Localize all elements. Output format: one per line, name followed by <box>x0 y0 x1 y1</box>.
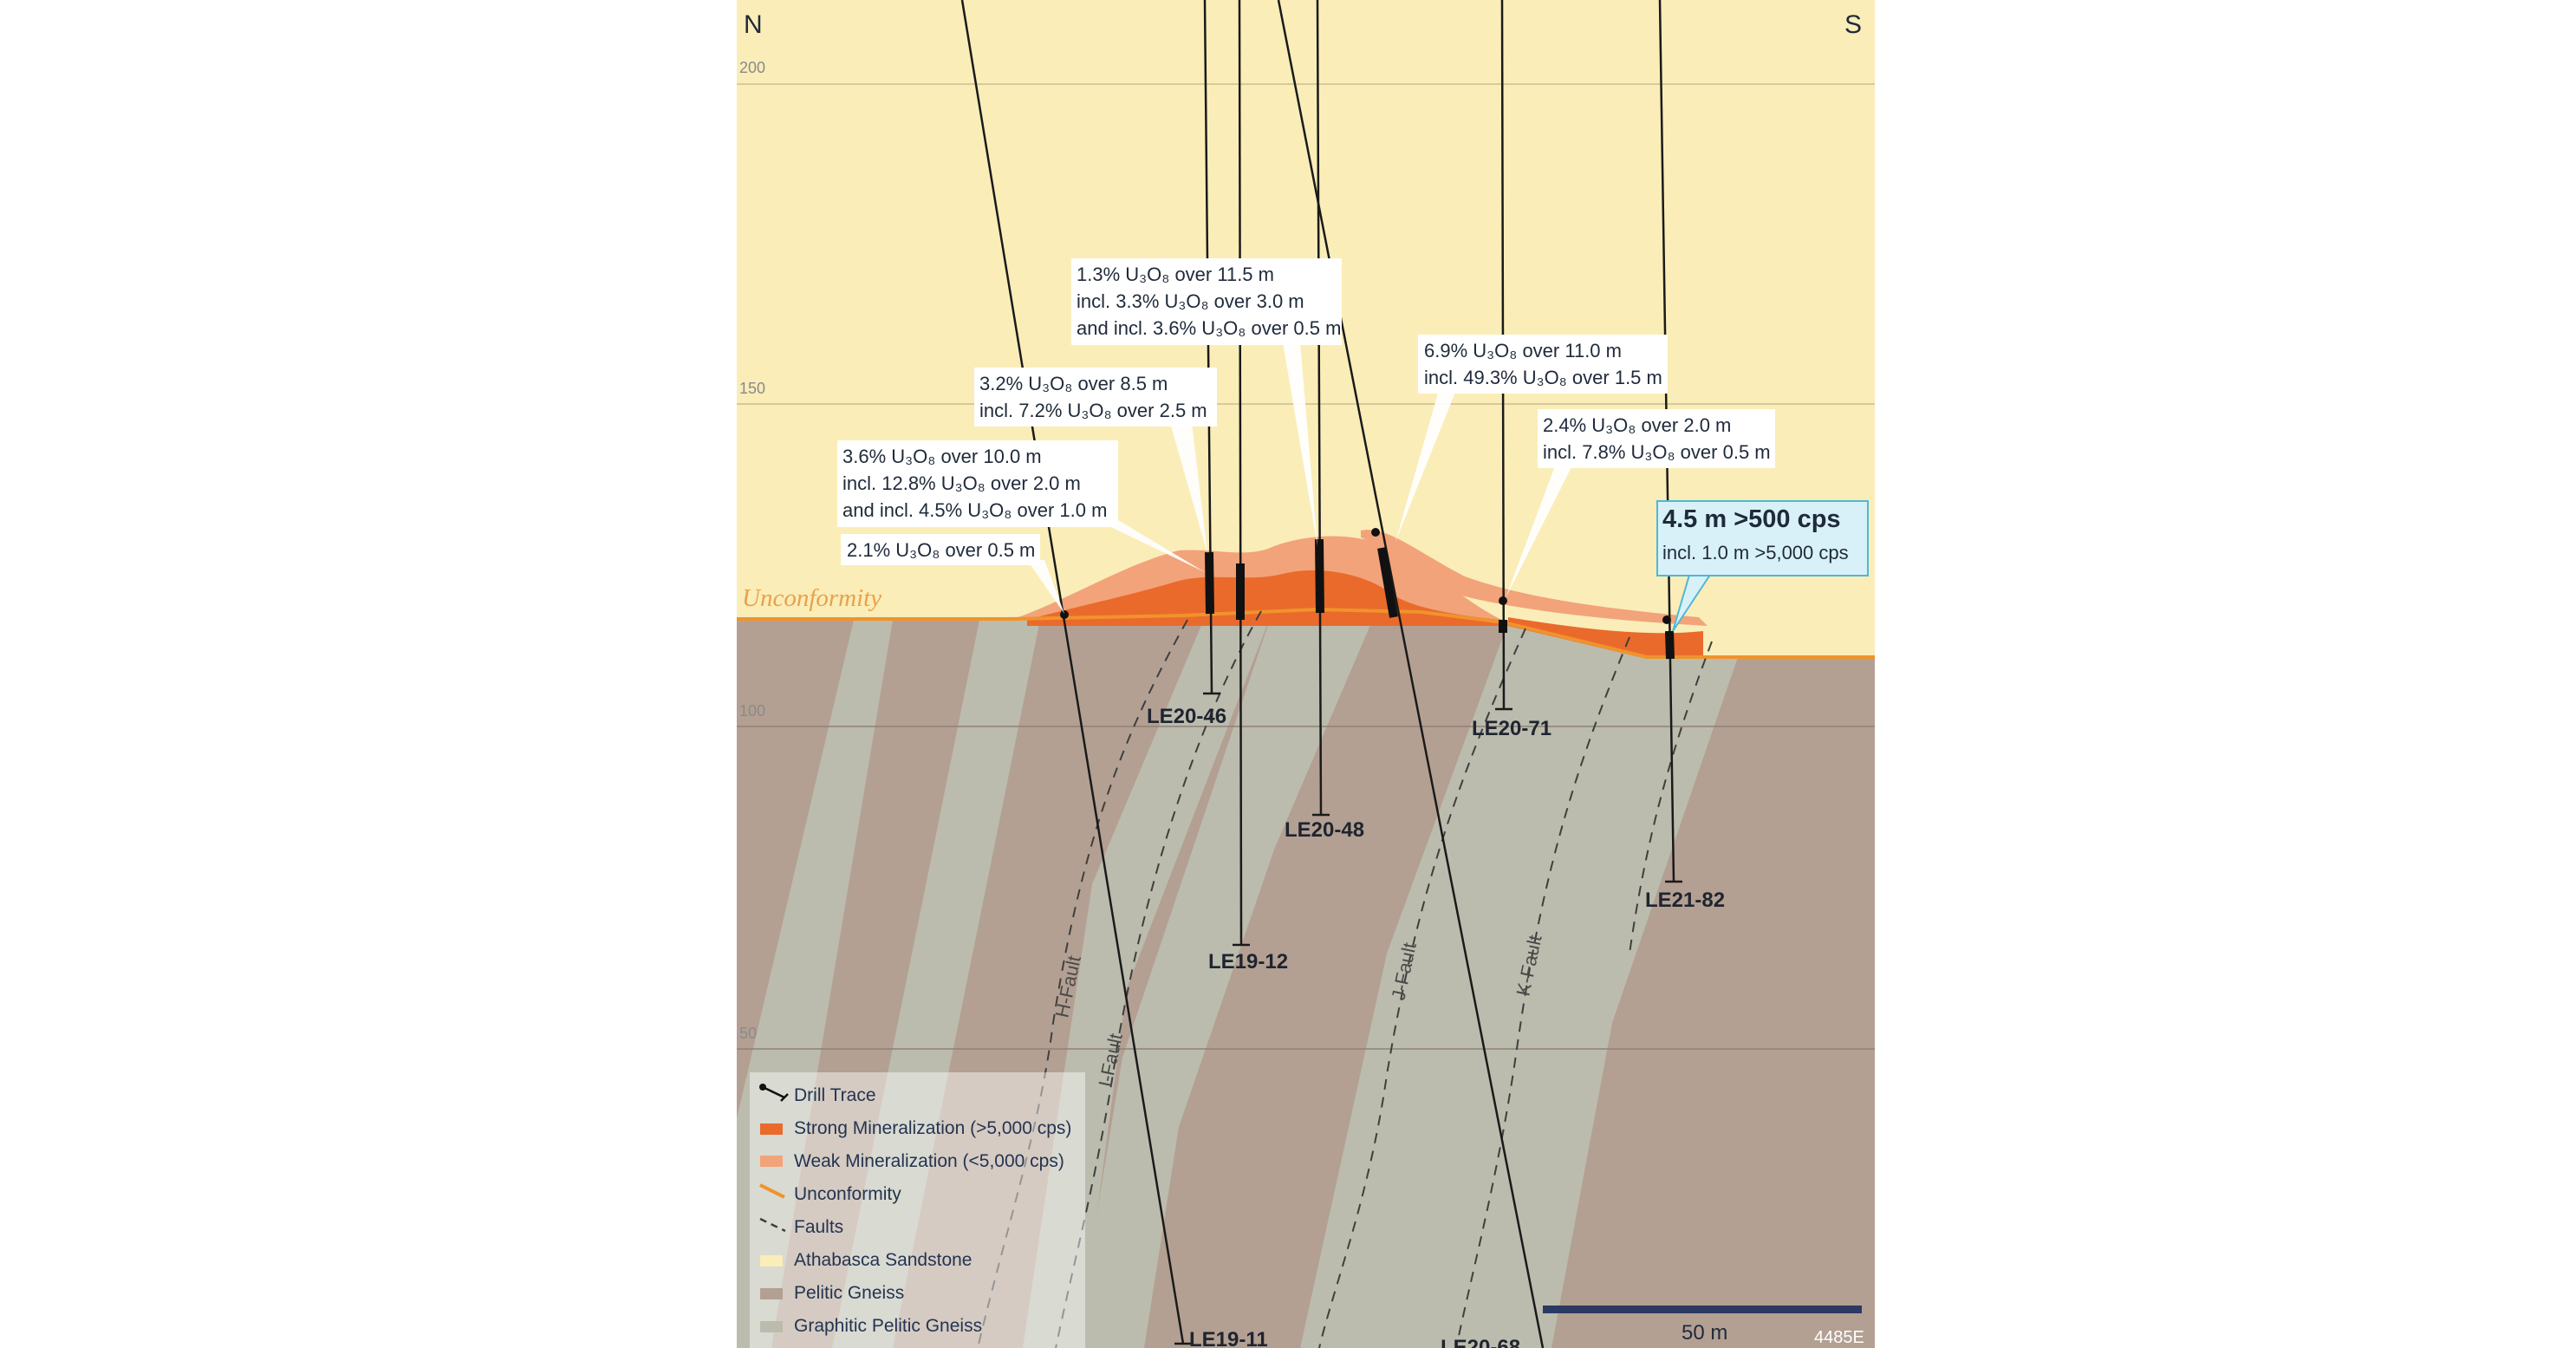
hole-label-le21-82: LE21-82 <box>1645 889 1725 912</box>
graphitic-band <box>1075 609 1378 1348</box>
fault-line <box>1629 641 1713 954</box>
annotation-box-a2: 3.2% U₃O₈ over 8.5 m incl. 7.2% U₃O₈ ove… <box>974 368 1217 427</box>
unconformity-label: Unconformity <box>742 584 881 612</box>
legend-item-strong: Strong Mineralization (>5,000 cps) <box>794 1118 1071 1138</box>
drill-trace-icon <box>759 1084 789 1102</box>
svg-text:incl. 12.8% U₃O₈ over 2.0 m: incl. 12.8% U₃O₈ over 2.0 m <box>842 472 1081 494</box>
intercept-dot <box>1662 615 1671 624</box>
hole-label-le20-71: LE20-71 <box>1472 717 1551 740</box>
annotation-box-a5: 6.9% U₃O₈ over 11.0 m incl. 49.3% U₃O₈ o… <box>1418 335 1668 394</box>
elevation-label-100: 100 <box>739 702 765 720</box>
k-fault-line <box>1455 636 1630 1348</box>
svg-text:3.2% U₃O₈ over 8.5 m: 3.2% U₃O₈ over 8.5 m <box>979 373 1168 394</box>
svg-text:2.1% U₃O₈ over 0.5 m: 2.1% U₃O₈ over 0.5 m <box>847 539 1035 561</box>
legend-item-weak: Weak Mineralization (<5,000 cps) <box>794 1151 1064 1171</box>
elevation-label-200: 200 <box>739 59 765 76</box>
svg-text:incl. 3.3% U₃O₈ over 3.0 m: incl. 3.3% U₃O₈ over 3.0 m <box>1077 290 1304 312</box>
callout-pointer <box>1506 464 1573 598</box>
drill-trace-le20-48 <box>1316 0 1323 816</box>
hole-label-le20-46: LE20-46 <box>1147 705 1226 728</box>
drill-trace-le19-12 <box>1238 0 1243 946</box>
annotation-box-a6: 2.4% U₃O₈ over 2.0 m incl. 7.8% U₃O₈ ove… <box>1538 409 1775 468</box>
svg-text:1.3% U₃O₈ over 11.5 m: 1.3% U₃O₈ over 11.5 m <box>1077 264 1274 285</box>
graphitic-band <box>832 620 1040 1348</box>
svg-text:incl. 1.0 m >5,000 cps: incl. 1.0 m >5,000 cps <box>1662 542 1849 563</box>
strong-mineralization <box>1508 617 1703 659</box>
legend-item-drill-trace: Drill Trace <box>794 1085 876 1105</box>
elevation-label-150: 150 <box>739 380 765 397</box>
legend-swatch-weak <box>760 1156 783 1167</box>
j-fault-line <box>1318 628 1526 1348</box>
legend-swatch-pelitic <box>760 1288 783 1299</box>
svg-text:4.5 m >500 cps: 4.5 m >500 cps <box>1662 505 1841 533</box>
callout-pointer <box>1283 342 1317 546</box>
svg-text:6.9% U₃O₈ over 11.0 m: 6.9% U₃O₈ over 11.0 m <box>1424 340 1622 361</box>
elevation-label-50: 50 <box>739 1025 757 1042</box>
legend-item-sandstone: Athabasca Sandstone <box>794 1250 973 1270</box>
south-label: S <box>1844 10 1862 39</box>
intercept-dot <box>1060 610 1069 619</box>
drill-trace-le19-11 <box>960 0 1185 1345</box>
svg-text:2.4% U₃O₈ over 2.0 m: 2.4% U₃O₈ over 2.0 m <box>1543 414 1731 436</box>
callout-pointer <box>1096 520 1205 572</box>
svg-text:3.6% U₃O₈ over 10.0 m: 3.6% U₃O₈ over 10.0 m <box>842 446 1042 467</box>
legend: Drill Trace Strong Mineralization (>5,00… <box>750 1072 1085 1348</box>
legend-line-unconformity <box>759 1183 785 1199</box>
svg-text:incl. 49.3% U₃O₈ over 1.5 m: incl. 49.3% U₃O₈ over 1.5 m <box>1424 367 1662 388</box>
intercept-dot <box>1371 528 1380 537</box>
graphitic-band <box>1023 609 1274 1348</box>
intercept-le20-68 <box>1377 547 1398 618</box>
north-label: N <box>744 10 763 39</box>
annotation-box-a7: 4.5 m >500 cps incl. 1.0 m >5,000 cps <box>1656 500 1869 632</box>
section-id: 4485E <box>1814 1328 1864 1347</box>
svg-text:incl. 7.8% U₃O₈ over 0.5 m: incl. 7.8% U₃O₈ over 0.5 m <box>1543 441 1771 463</box>
hole-label-le20-48: LE20-48 <box>1285 818 1364 842</box>
legend-item-pelitic: Pelitic Gneiss <box>794 1283 904 1303</box>
i-fault-line <box>1055 610 1262 1348</box>
weak-mineralization-tail <box>1361 530 1708 626</box>
intercept-le20-48 <box>1315 538 1324 614</box>
callout-pointer <box>1027 560 1064 614</box>
intercept-dot <box>1499 596 1507 605</box>
svg-text:incl. 7.2% U₃O₈ over 2.5 m: incl. 7.2% U₃O₈ over 2.5 m <box>979 400 1207 421</box>
dashed-fault-icon <box>759 1217 786 1233</box>
drill-trace-le20-68 <box>1277 0 1545 1348</box>
hole-label-le19-11: LE19-11 <box>1189 1328 1268 1348</box>
hole-label-le20-68: LE20-68 <box>1441 1336 1520 1348</box>
annotation-box-a1: 1.3% U₃O₈ over 11.5 m incl. 3.3% U₃O₈ ov… <box>1071 258 1342 345</box>
svg-text:and incl. 4.5% U₃O₈ over 1.0: and incl. 4.5% U₃O₈ over 1.0 m <box>842 499 1107 521</box>
svg-text:and incl. 3.6% U₃O₈ over 0.5 m: and incl. 3.6% U₃O₈ over 0.5 m <box>1077 317 1341 339</box>
scale-bar-label: 50 m <box>1682 1321 1727 1345</box>
legend-swatch-sandstone <box>760 1255 783 1267</box>
callout-pointer <box>1170 423 1207 553</box>
scale-bar <box>1543 1306 1862 1313</box>
unconformity-line <box>737 607 1875 659</box>
hole-label-le19-12: LE19-12 <box>1208 950 1288 974</box>
graphitic-band <box>1300 622 1738 1348</box>
legend-item-faults: Faults <box>794 1217 843 1237</box>
intercept-le21-82 <box>1665 630 1675 660</box>
annotation-box-a3: 3.6% U₃O₈ over 10.0 m incl. 12.8% U₃O₈ o… <box>837 440 1118 527</box>
legend-swatch-strong <box>760 1123 783 1135</box>
h-fault-line <box>977 619 1188 1348</box>
annotation-box-a4: 2.1% U₃O₈ over 0.5 m <box>841 534 1040 565</box>
callout-pointer <box>1395 390 1456 542</box>
legend-item-graphitic: Graphitic Pelitic Gneiss <box>794 1316 982 1336</box>
legend-item-unconformity: Unconformity <box>794 1184 901 1204</box>
intercept-le20-46 <box>1205 551 1214 615</box>
legend-swatch-graphitic <box>760 1321 783 1332</box>
